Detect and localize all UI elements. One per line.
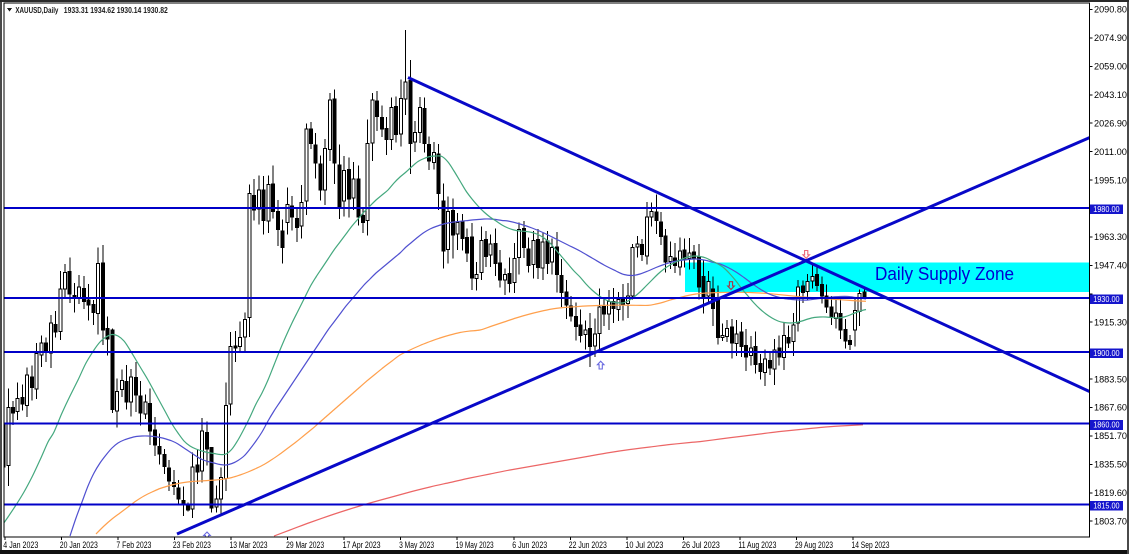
svg-text:2043.10: 2043.10: [1094, 90, 1127, 100]
svg-text:17 Apr 2023: 17 Apr 2023: [343, 540, 381, 550]
svg-text:20 Jan 2023: 20 Jan 2023: [60, 540, 98, 550]
svg-text:29 Aug 2023: 29 Aug 2023: [795, 540, 833, 550]
svg-text:1933.31 1934.62 1930.14 1930.8: 1933.31 1934.62 1930.14 1930.82: [64, 6, 168, 15]
svg-text:Daily Supply Zone: Daily Supply Zone: [875, 264, 1014, 284]
svg-text:1900.00: 1900.00: [1093, 349, 1120, 358]
svg-text:1867.60: 1867.60: [1094, 403, 1127, 413]
svg-text:1930.00: 1930.00: [1093, 295, 1120, 304]
svg-text:2011.00: 2011.00: [1094, 147, 1127, 157]
svg-text:1815.00: 1815.00: [1093, 502, 1120, 511]
svg-text:XAUUSD,Daily: XAUUSD,Daily: [15, 6, 58, 15]
svg-text:1963.30: 1963.30: [1094, 232, 1127, 242]
svg-text:23 Feb 2023: 23 Feb 2023: [173, 540, 211, 550]
svg-text:11 Aug 2023: 11 Aug 2023: [738, 540, 776, 550]
svg-text:2059.00: 2059.00: [1094, 62, 1127, 72]
svg-text:1947.40: 1947.40: [1094, 261, 1127, 271]
svg-text:7 Feb 2023: 7 Feb 2023: [116, 540, 151, 550]
svg-text:14 Sep 2023: 14 Sep 2023: [852, 540, 890, 550]
svg-text:3 May 2023: 3 May 2023: [399, 540, 434, 550]
svg-text:2090.80: 2090.80: [1094, 5, 1127, 15]
svg-text:1819.60: 1819.60: [1094, 488, 1127, 498]
svg-text:2026.90: 2026.90: [1094, 118, 1127, 128]
svg-text:1803.70: 1803.70: [1094, 516, 1127, 526]
svg-text:1995.10: 1995.10: [1094, 175, 1127, 185]
svg-text:29 Mar 2023: 29 Mar 2023: [286, 540, 324, 550]
svg-text:1835.50: 1835.50: [1094, 460, 1127, 470]
svg-text:1915.30: 1915.30: [1094, 317, 1127, 327]
svg-text:4 Jan 2023: 4 Jan 2023: [3, 540, 38, 550]
svg-text:13 Mar 2023: 13 Mar 2023: [230, 540, 268, 550]
svg-text:2074.90: 2074.90: [1094, 33, 1127, 43]
svg-text:22 Jun 2023: 22 Jun 2023: [569, 540, 607, 550]
svg-text:1860.00: 1860.00: [1093, 421, 1120, 430]
svg-text:10 Jul 2023: 10 Jul 2023: [625, 540, 663, 550]
svg-text:6 Jun 2023: 6 Jun 2023: [512, 540, 547, 550]
svg-text:19 May 2023: 19 May 2023: [456, 540, 494, 550]
svg-text:1851.70: 1851.70: [1094, 431, 1127, 441]
svg-text:1980.00: 1980.00: [1093, 205, 1120, 214]
svg-text:26 Jul 2023: 26 Jul 2023: [682, 540, 720, 550]
svg-text:1883.50: 1883.50: [1094, 374, 1127, 384]
